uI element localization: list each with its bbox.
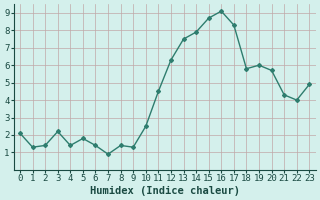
X-axis label: Humidex (Indice chaleur): Humidex (Indice chaleur) xyxy=(90,186,240,196)
